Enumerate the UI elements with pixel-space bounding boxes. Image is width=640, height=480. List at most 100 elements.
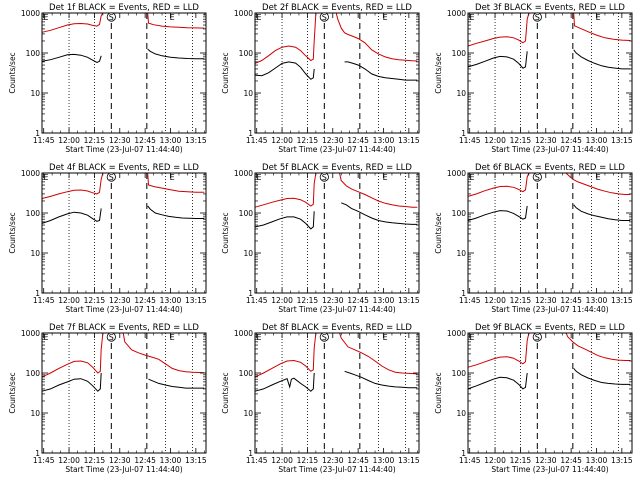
plot-frame	[467, 332, 633, 454]
x-tick-label: 12:30	[322, 136, 344, 145]
x-tick-label: 12:00	[484, 136, 506, 145]
events-series-line	[41, 208, 102, 224]
x-tick-label: 13:00	[586, 456, 608, 465]
y-axis-label: Counts/sec	[434, 52, 443, 93]
y-tick-label: 1000	[234, 9, 253, 18]
lld-series-line	[254, 172, 418, 208]
panel-det-6f: Det 6f BLACK = Events, RED = LLD 1 10 100 10…	[434, 163, 633, 314]
x-tick-label: 12:00	[271, 296, 293, 305]
plot-frame	[467, 172, 633, 294]
saa-end-label: E	[170, 13, 175, 22]
x-axis-label: Start Time (23-Jul-07 11:44:40)	[65, 145, 182, 154]
x-tick-label: 12:00	[58, 296, 80, 305]
y-tick-label: 10	[30, 409, 40, 418]
y-tick-label: 1000	[234, 169, 253, 178]
y-tick-label: 1	[461, 449, 466, 458]
x-tick-label: 12:45	[134, 456, 156, 465]
x-tick-label: 12:45	[560, 136, 582, 145]
y-tick-label: 1000	[447, 329, 466, 338]
saa-start-marker-icon	[319, 332, 329, 342]
y-tick-label: 100	[26, 49, 41, 58]
saa-start-marker-icon	[319, 172, 329, 182]
x-tick-label: 12:45	[347, 456, 369, 465]
lld-series-line	[254, 12, 418, 64]
panel-title: Det 4f BLACK = Events, RED = LLD	[49, 163, 199, 173]
lld-series-line	[467, 12, 631, 47]
panel-det-1f: Det 1f BLACK = Events, RED = LLD 1 10 100 10…	[8, 3, 207, 154]
y-tick-label: 1	[461, 129, 466, 138]
x-tick-label: 13:00	[373, 296, 395, 305]
saa-start-label: S	[322, 333, 327, 342]
x-tick-label: 13:15	[185, 296, 207, 305]
x-tick-label: 12:15	[84, 296, 106, 305]
y-tick-label: 100	[452, 209, 467, 218]
y-axis-label: Counts/sec	[221, 212, 230, 253]
x-tick-label: 13:00	[373, 456, 395, 465]
x-tick-label: 11:45	[459, 296, 481, 305]
saa-start-label: S	[109, 333, 114, 342]
y-axis-label: Counts/sec	[221, 52, 230, 93]
events-series-line	[41, 53, 102, 64]
events-series-line	[341, 202, 418, 225]
lld-series-line	[41, 332, 205, 378]
panel-det-7f: Det 7f BLACK = Events, RED = LLD 1 10 100 10…	[8, 323, 207, 474]
y-tick-label: 100	[239, 49, 254, 58]
x-tick-label: 13:00	[373, 136, 395, 145]
saa-end-label: E	[170, 173, 175, 182]
origin-e-label: E	[469, 13, 474, 22]
events-series-line	[467, 51, 528, 69]
events-series-line	[573, 49, 631, 70]
x-tick-label: 12:15	[510, 136, 532, 145]
x-axis-label: Start Time (23-Jul-07 11:44:40)	[491, 305, 608, 314]
saa-start-label: S	[109, 173, 114, 182]
y-tick-label: 10	[30, 89, 40, 98]
y-tick-label: 1	[248, 289, 253, 298]
y-axis-label: Counts/sec	[434, 372, 443, 413]
y-tick-label: 100	[26, 369, 41, 378]
y-tick-label: 1000	[21, 329, 40, 338]
plot-frame	[467, 12, 633, 134]
x-axis-label: Start Time (23-Jul-07 11:44:40)	[278, 305, 395, 314]
x-tick-label: 13:15	[398, 456, 420, 465]
events-series-line	[254, 372, 315, 392]
x-axis-label: Start Time (23-Jul-07 11:44:40)	[65, 465, 182, 474]
lld-series-line	[254, 332, 418, 378]
origin-e-label: E	[469, 173, 474, 182]
x-tick-label: 13:15	[398, 136, 420, 145]
x-axis-label: Start Time (23-Jul-07 11:44:40)	[491, 145, 608, 154]
events-series-line	[467, 205, 528, 221]
origin-e-label: E	[256, 13, 261, 22]
x-tick-label: 11:45	[246, 296, 268, 305]
x-tick-label: 12:30	[109, 456, 131, 465]
x-tick-label: 13:00	[160, 296, 182, 305]
saa-end-label: E	[596, 333, 601, 342]
x-tick-label: 12:00	[271, 456, 293, 465]
x-tick-label: 12:30	[109, 296, 131, 305]
x-axis-label: Start Time (23-Jul-07 11:44:40)	[278, 465, 395, 474]
panel-title: Det 8f BLACK = Events, RED = LLD	[262, 323, 412, 333]
x-tick-label: 13:15	[398, 296, 420, 305]
saa-start-label: S	[535, 173, 540, 182]
x-tick-label: 12:30	[535, 456, 557, 465]
x-tick-label: 12:15	[84, 456, 106, 465]
x-tick-label: 11:45	[246, 136, 268, 145]
y-tick-label: 10	[456, 249, 466, 258]
x-tick-label: 12:45	[134, 296, 156, 305]
saa-start-marker-icon	[106, 172, 116, 182]
saa-start-label: S	[322, 173, 327, 182]
saa-start-label: S	[109, 13, 114, 22]
x-tick-label: 13:15	[611, 296, 633, 305]
x-tick-label: 12:15	[84, 136, 106, 145]
x-tick-label: 11:45	[459, 136, 481, 145]
panel-det-2f: Det 2f BLACK = Events, RED = LLD 1 10 100 10…	[221, 3, 420, 154]
x-tick-label: 12:30	[322, 296, 344, 305]
x-tick-label: 12:00	[58, 456, 80, 465]
lld-series-line	[467, 172, 631, 197]
panel-title: Det 3f BLACK = Events, RED = LLD	[475, 3, 625, 13]
x-tick-label: 12:15	[510, 456, 532, 465]
panel-det-5f: Det 5f BLACK = Events, RED = LLD 1 10 100 10…	[221, 163, 420, 314]
lld-series-line	[41, 12, 205, 33]
y-tick-label: 100	[239, 369, 254, 378]
events-series-line	[148, 378, 205, 389]
x-tick-label: 12:30	[322, 456, 344, 465]
